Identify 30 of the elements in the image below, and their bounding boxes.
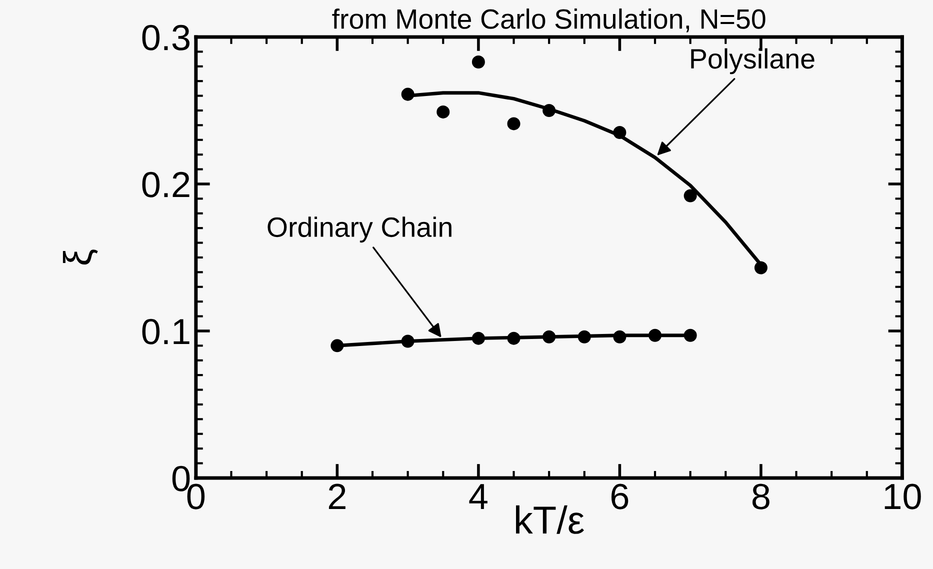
- point: [507, 117, 520, 130]
- x-tick-label: 2: [328, 484, 346, 509]
- x-axis-title: kT/ε: [516, 505, 584, 534]
- point: [578, 330, 591, 344]
- chart-title: from Monte Carlo Simulation, N=50: [332, 8, 766, 32]
- y-axis-title: ξ: [62, 250, 98, 265]
- point: [684, 189, 697, 202]
- point: [472, 332, 485, 345]
- point: [754, 261, 768, 274]
- point: [542, 330, 556, 344]
- annotation: Ordinary Chain: [268, 216, 452, 243]
- point: [542, 104, 556, 117]
- x-tick-label: 6: [611, 484, 628, 510]
- x-tick-label: 8: [752, 484, 770, 510]
- y-tick-label: 0.1: [142, 318, 190, 344]
- point: [648, 328, 662, 342]
- y-tick-label: 0.3: [142, 24, 190, 50]
- point: [401, 334, 414, 348]
- y-tick-label: 0.2: [142, 172, 190, 198]
- point: [330, 339, 344, 352]
- point: [613, 126, 626, 140]
- point: [613, 330, 626, 344]
- point: [684, 328, 697, 342]
- point: [436, 105, 450, 118]
- x-tick-label: 4: [469, 484, 488, 509]
- point: [401, 88, 414, 101]
- x-tick-label: 10: [884, 484, 921, 510]
- annotation: Polysilane: [691, 48, 814, 74]
- point: [472, 55, 485, 68]
- point: [507, 332, 520, 345]
